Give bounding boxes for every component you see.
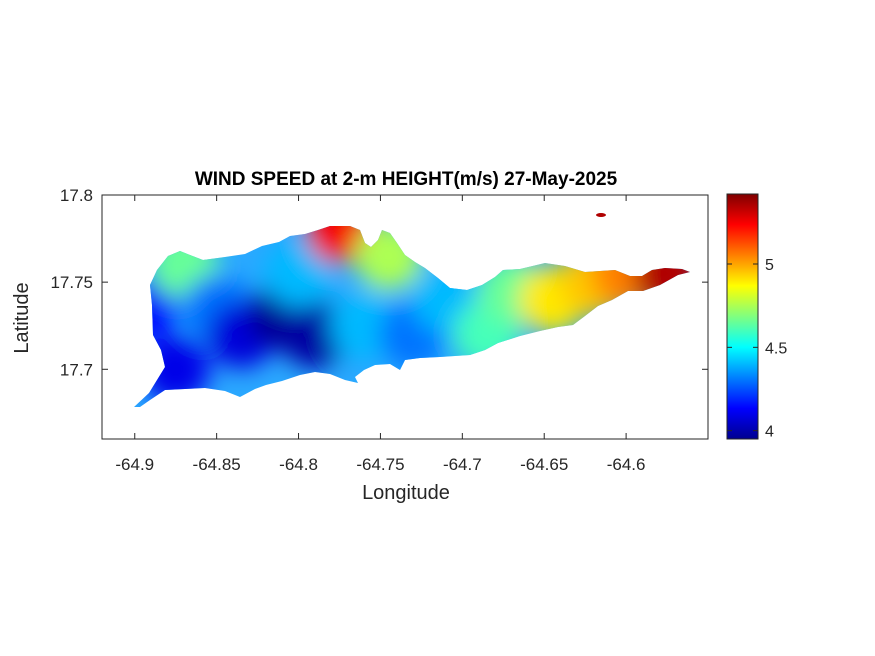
x-tick-label: -64.85 [193,455,241,474]
x-tick-label: -64.9 [115,455,154,474]
y-axis: 17.7 17.75 17.8 [50,186,708,379]
x-tick-label: -64.7 [443,455,482,474]
x-tick-label: -64.6 [607,455,646,474]
x-tick-label: -64.65 [520,455,568,474]
cay-marker [596,213,606,217]
y-tick-label: 17.75 [50,273,93,292]
colorbar-tick-label: 4 [765,424,774,441]
x-axis-label: Longitude [362,482,450,504]
colorbar-gradient [726,193,759,440]
chart-title: WIND SPEED at 2-m HEIGHT(m/s) 27-May-202… [195,169,618,190]
colorbar-tick-label: 5 [765,257,774,274]
field-sample [264,239,333,308]
y-axis-label: Latitude [11,282,33,353]
colorbar-tick-label: 4.5 [765,340,787,357]
y-tick-label: 17.7 [60,360,93,379]
x-tick-label: -64.75 [356,455,404,474]
colorbar: 44.55 [726,193,787,441]
x-tick-label: -64.8 [279,455,318,474]
x-axis: -64.9 -64.85 -64.8 -64.75 -64.7 -64.65 -64.6 [115,195,645,474]
y-tick-label: 17.8 [60,186,93,205]
